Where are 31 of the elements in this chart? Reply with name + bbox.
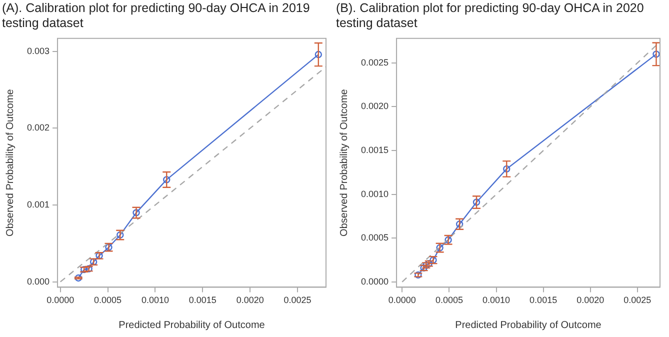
x-tick-label: 0.0005 xyxy=(435,295,463,306)
x-tick-label: 0.0020 xyxy=(236,295,264,306)
y-tick-label: 0.0000 xyxy=(360,276,389,286)
x-tick-label: 0.0010 xyxy=(482,295,510,306)
y-tick-label: 0.0020 xyxy=(360,101,389,112)
y-tick-label: 0.0005 xyxy=(360,232,389,243)
x-tick-label: 0.0025 xyxy=(284,295,312,306)
y-tick-label: 0.001 xyxy=(26,200,50,210)
x-tick-label: 0.0015 xyxy=(530,295,558,306)
x-tick-label: 0.0000 xyxy=(46,295,74,306)
x-axis-title: Predicted Probability of Outcome xyxy=(455,320,602,331)
y-tick-label: 0.0025 xyxy=(360,57,389,68)
chart-title: (A). Calibration plot for predicting 90-day OHCA in 2019 testing dataset xyxy=(2,1,311,31)
chart-title: (B). Calibration plot for predicting 90-day OHCA in 2020 testing dataset xyxy=(336,1,645,31)
y-tick-label: 0.0015 xyxy=(360,145,389,156)
point xyxy=(163,176,170,184)
x-tick-label: 0.0015 xyxy=(188,295,216,306)
point xyxy=(74,274,82,282)
point xyxy=(314,50,322,58)
y-axis-title: Observed Probability of Outcome xyxy=(338,88,350,236)
y-axis-title: Observed Probability of Outcome xyxy=(4,88,16,236)
x-tick-label: 0.0025 xyxy=(624,295,652,306)
x-tick-label: 0.0005 xyxy=(94,295,122,306)
y-tick-label: 0.0010 xyxy=(360,188,389,199)
x-axis-title: Predicted Probability of Outcome xyxy=(118,320,266,331)
y-tick-label: 0.003 xyxy=(26,46,50,56)
x-tick-label: 0.0000 xyxy=(388,295,416,306)
x-tick-label: 0.0010 xyxy=(141,295,169,306)
y-tick-label: 0.000 xyxy=(26,276,50,286)
y-tick-label: 0.002 xyxy=(26,122,50,133)
x-tick-label: 0.0020 xyxy=(576,295,604,306)
